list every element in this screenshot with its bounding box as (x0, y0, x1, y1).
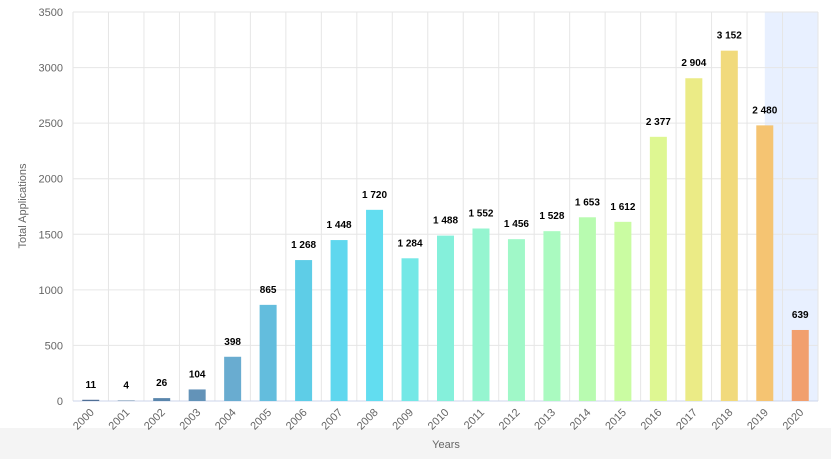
value-label: 2 377 (646, 117, 671, 128)
value-label: 11 (85, 380, 96, 391)
highlight-band (764, 12, 818, 401)
y-tick-label: 1000 (39, 285, 63, 297)
bar (756, 125, 774, 401)
y-tick-label: 3500 (39, 7, 63, 19)
value-label: 1 528 (539, 211, 564, 222)
bar (649, 136, 667, 402)
bar (720, 50, 738, 402)
footer-band (0, 428, 831, 459)
y-tick-label: 500 (45, 340, 63, 352)
bar (82, 399, 100, 401)
bar (259, 304, 277, 401)
bar (224, 356, 242, 401)
x-axis-label: Years (432, 439, 460, 451)
value-label: 1 612 (610, 202, 635, 213)
value-label: 398 (224, 337, 241, 348)
y-tick-label: 1500 (39, 229, 63, 241)
value-label: 1 268 (291, 240, 316, 251)
value-label: 3 152 (717, 31, 742, 42)
bar (507, 239, 525, 401)
bar (295, 260, 313, 401)
bar (437, 235, 454, 401)
bar (330, 240, 348, 401)
bar (543, 231, 561, 401)
plot-background (72, 11, 819, 402)
value-label: 104 (189, 369, 206, 380)
value-label: 26 (156, 378, 168, 389)
y-tick-label: 2500 (39, 118, 63, 130)
value-label: 1 488 (433, 216, 458, 227)
y-tick-label: 0 (57, 396, 63, 408)
y-tick-label: 3000 (39, 63, 63, 75)
value-label: 1 456 (504, 219, 529, 230)
bar (685, 78, 703, 401)
bar (614, 221, 632, 401)
y-tick-label: 2000 (39, 174, 63, 186)
value-label: 1 448 (327, 220, 352, 231)
bar (791, 329, 809, 401)
value-label: 4 (123, 381, 129, 392)
bar (401, 258, 419, 401)
bar (472, 228, 490, 401)
bar (366, 209, 384, 401)
value-label: 1 720 (362, 190, 387, 201)
value-label: 1 552 (468, 209, 493, 220)
value-label: 2 480 (752, 105, 777, 116)
value-label: 1 653 (575, 197, 600, 208)
value-label: 865 (260, 285, 277, 296)
value-label: 2 904 (681, 58, 706, 69)
value-label: 1 284 (398, 238, 423, 249)
bar (188, 389, 206, 401)
bar (578, 217, 596, 401)
y-axis-label: Total Applications (17, 163, 29, 248)
bar (153, 398, 171, 401)
value-label: 639 (792, 310, 809, 321)
